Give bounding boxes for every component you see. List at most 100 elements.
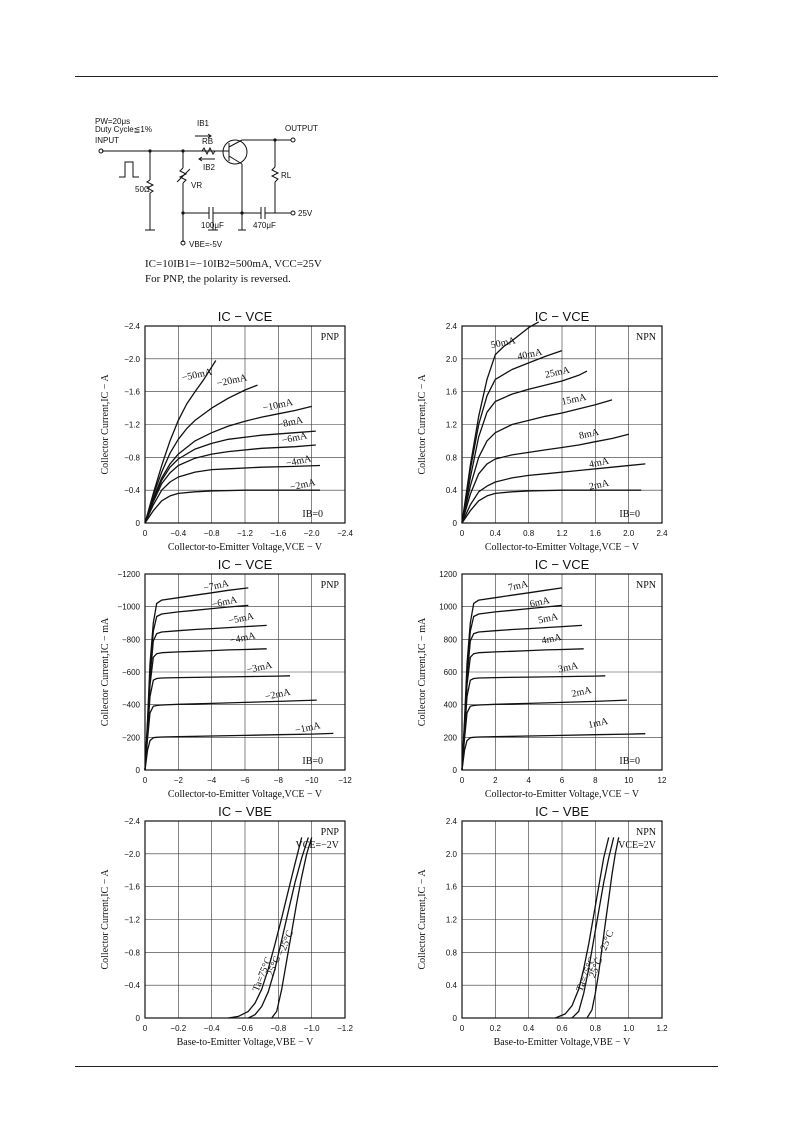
series-label: −2mA [264, 687, 292, 703]
series-label: −50mA [181, 367, 214, 384]
series-line [248, 837, 309, 1019]
series-line [461, 624, 583, 771]
y-tick-label: 400 [444, 701, 458, 710]
x-tick-label: 12 [658, 776, 667, 785]
c100-label: 100μF [201, 221, 224, 230]
y-tick-label: 2.0 [446, 850, 458, 859]
y-tick-label: −800 [122, 635, 141, 644]
x-tick-label: −2.4 [337, 529, 353, 538]
series-line [228, 837, 303, 1019]
series-label: 3mA [557, 660, 580, 675]
x-tick-label: 0.8 [590, 1024, 602, 1033]
vce-condition-label: VCE=2V [618, 840, 657, 851]
x-tick-label: 1.2 [656, 1024, 668, 1033]
series-label: −6mA [211, 594, 239, 610]
x-tick-label: 1.0 [623, 1024, 635, 1033]
series-line [144, 384, 258, 524]
series-line [555, 837, 610, 1019]
x-tick-label: −2 [174, 776, 184, 785]
x-tick-label: −0.8 [270, 1024, 286, 1033]
header-rule [75, 76, 718, 77]
y-tick-label: 1.2 [446, 421, 458, 430]
series-line [271, 837, 313, 1019]
y-tick-label: 1200 [439, 570, 457, 579]
series-label: −4mA [285, 453, 313, 469]
y-axis-label: Collector Current,IC − A [100, 374, 111, 475]
ib-zero-label: IB=0 [302, 756, 323, 767]
series-label: 4mA [588, 455, 611, 470]
y-tick-label: 2.4 [446, 322, 458, 331]
x-axis-label: Collector-to-Emitter Voltage,VCE − V [485, 789, 640, 800]
x-tick-label: 0 [143, 1024, 148, 1033]
x-tick-label: −0.6 [237, 1024, 253, 1033]
series-label: 25mA [544, 365, 572, 381]
series-line [144, 732, 334, 771]
chart-pnp-ic-vbe: IC − VBE 0 −0.2 −0.4 −0.6 −0.8 −1.0 −1.2 0 −0.4 −0… [100, 804, 353, 1048]
x-tick-label: 6 [560, 776, 565, 785]
y-tick-label: −200 [122, 733, 141, 742]
y-tick-label: 2.4 [446, 817, 458, 826]
series-line [461, 699, 628, 771]
y-tick-label: −400 [122, 701, 141, 710]
series-line [144, 489, 320, 524]
x-tick-label: 2 [493, 776, 498, 785]
series-label: 50mA [490, 335, 518, 351]
series-label: −25°C [276, 929, 296, 958]
plot-frame [144, 573, 346, 771]
x-tick-label: −6 [240, 776, 250, 785]
chart-title: IC − VCE [535, 557, 590, 572]
series-label: 7mA [507, 579, 530, 594]
series-line [571, 837, 615, 1019]
chart-title: IC − VBE [218, 804, 272, 819]
y-tick-label: −2.0 [124, 355, 140, 364]
x-tick-label: 0 [460, 529, 465, 538]
y-tick-label: 1000 [439, 603, 457, 612]
x-axis-label: Collector-to-Emitter Voltage,VCE − V [168, 542, 323, 553]
ib2-label: IB2 [203, 163, 216, 172]
pw-label: PW=20μs [95, 117, 130, 126]
y-tick-label: 1.2 [446, 916, 458, 925]
x-tick-label: −4 [207, 776, 217, 785]
c470-label: 470μF [253, 221, 276, 230]
y-tick-label: 0 [136, 766, 141, 775]
series-line [461, 489, 642, 524]
chart-npn-ic-vce-ma: IC − VCE 0 2 4 6 8 10 12 0 200 400 600 800 1000 1200 Co… [417, 557, 667, 800]
series-label: −25°C [596, 929, 616, 958]
grid [145, 326, 345, 523]
y-axis-label: Collector Current,IC − A [417, 374, 428, 475]
series-line [461, 675, 606, 771]
x-tick-label: −12 [338, 776, 352, 785]
plot-frame [461, 820, 663, 1019]
x-tick-label: 1.6 [590, 529, 602, 538]
y-axis-label: Collector Current,IC − A [417, 869, 428, 970]
x-axis-label: Collector-to-Emitter Voltage,VCE − V [485, 542, 640, 553]
y-tick-label: 0.4 [446, 486, 458, 495]
y-tick-label: 0 [136, 1014, 141, 1023]
x-tick-label: −1.0 [304, 1024, 320, 1033]
device-label: NPN [636, 332, 656, 343]
chart-npn-ic-vce-a: IC − VCE 0 0.4 0.8 1.2 1.6 2.0 2.4 0 0.4 0.8 1.2 1.6… [417, 309, 668, 553]
resistor-50-icon [145, 179, 155, 194]
y-axis-label: Collector Current,IC − mA [417, 617, 428, 726]
y-tick-label: 1.6 [446, 883, 458, 892]
y-tick-label: 0.8 [446, 948, 458, 957]
y-tick-label: −1200 [118, 570, 141, 579]
x-tick-label: 0.4 [490, 529, 502, 538]
y-tick-label: −1.2 [124, 916, 140, 925]
series-label: −2mA [289, 477, 317, 493]
series-line [144, 464, 321, 524]
rb-resistor-icon [201, 146, 216, 156]
series-label: −1mA [294, 720, 322, 736]
y-tick-label: 2.0 [446, 355, 458, 364]
device-label: PNP [321, 827, 340, 838]
grid [145, 574, 345, 770]
chart-title: IC − VCE [218, 557, 273, 572]
x-tick-label: −1.2 [337, 1024, 353, 1033]
series-line [461, 733, 646, 771]
device-label: NPN [636, 827, 656, 838]
series-line [461, 349, 563, 524]
x-tick-label: 10 [624, 776, 633, 785]
y-tick-label: 800 [444, 635, 458, 644]
chart-pnp-ic-vce-a: IC − VCE 0 −0.4 −0.8 −1.2 −1.6 −2.0 −2.4 0 −0.4 −0… [100, 309, 353, 553]
y-tick-label: −2.0 [124, 850, 140, 859]
